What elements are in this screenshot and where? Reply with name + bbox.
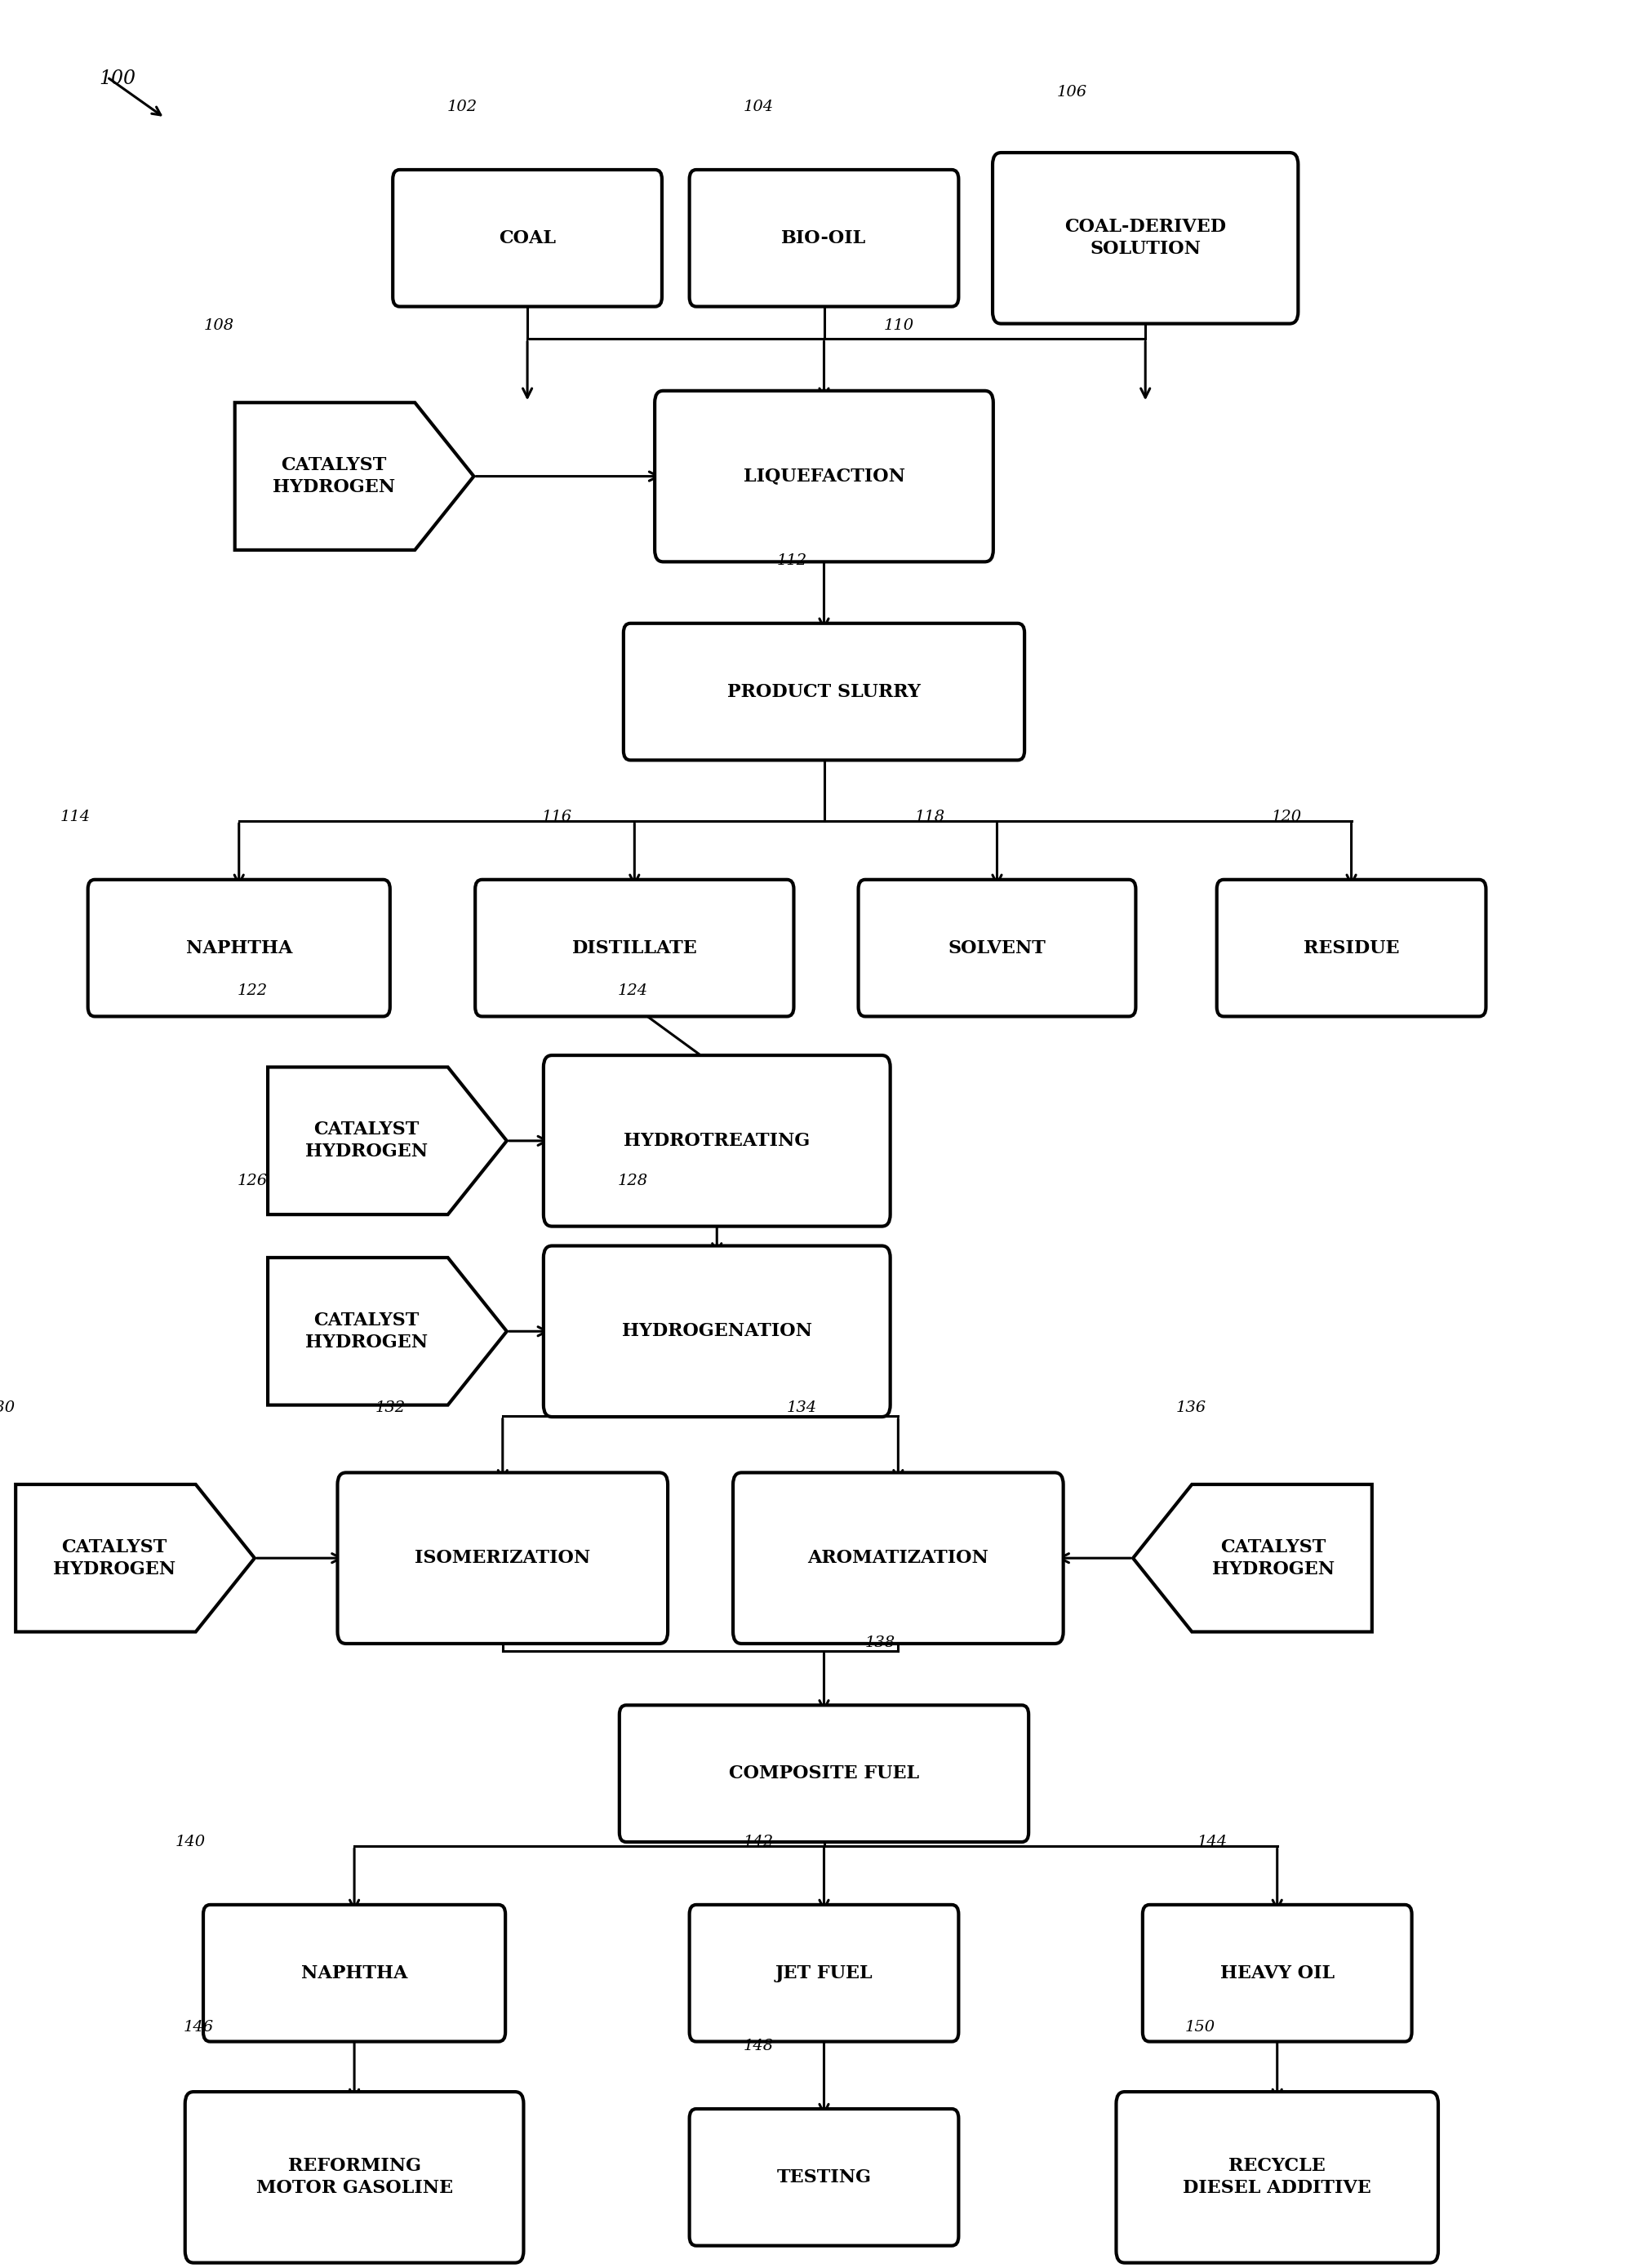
Text: 138: 138	[865, 1635, 895, 1649]
Text: COAL-DERIVED
SOLUTION: COAL-DERIVED SOLUTION	[1065, 218, 1226, 259]
FancyBboxPatch shape	[475, 880, 794, 1016]
Text: 114: 114	[59, 810, 91, 823]
FancyBboxPatch shape	[623, 624, 1025, 760]
Text: HYDROGENATION: HYDROGENATION	[621, 1322, 812, 1340]
Text: RECYCLE
DIESEL ADDITIVE: RECYCLE DIESEL ADDITIVE	[1183, 2157, 1371, 2198]
Text: 104: 104	[743, 100, 775, 113]
Text: COAL: COAL	[499, 229, 555, 247]
Text: 144: 144	[1196, 1835, 1228, 1848]
FancyBboxPatch shape	[689, 1905, 959, 2041]
FancyBboxPatch shape	[992, 152, 1299, 324]
Polygon shape	[267, 1256, 508, 1406]
FancyBboxPatch shape	[733, 1472, 1063, 1644]
Text: 102: 102	[447, 100, 478, 113]
Text: 100: 100	[99, 70, 135, 88]
Text: BIO-OIL: BIO-OIL	[781, 229, 867, 247]
FancyBboxPatch shape	[544, 1245, 890, 1418]
Polygon shape	[1134, 1483, 1373, 1633]
Text: REFORMING
MOTOR GASOLINE: REFORMING MOTOR GASOLINE	[255, 2157, 453, 2198]
FancyBboxPatch shape	[203, 1905, 506, 2041]
Polygon shape	[236, 404, 475, 549]
Text: 126: 126	[237, 1173, 267, 1188]
Text: 140: 140	[175, 1835, 206, 1848]
Text: CATALYST
HYDROGEN: CATALYST HYDROGEN	[305, 1120, 428, 1161]
Text: 136: 136	[1177, 1399, 1206, 1415]
Text: 124: 124	[618, 982, 648, 998]
Text: 132: 132	[376, 1399, 405, 1415]
Text: HEAVY OIL: HEAVY OIL	[1220, 1964, 1335, 1982]
FancyBboxPatch shape	[1116, 2091, 1439, 2263]
FancyBboxPatch shape	[87, 880, 391, 1016]
FancyBboxPatch shape	[1216, 880, 1486, 1016]
Text: RESIDUE: RESIDUE	[1304, 939, 1399, 957]
Text: JET FUEL: JET FUEL	[775, 1964, 873, 1982]
FancyBboxPatch shape	[859, 880, 1135, 1016]
Text: NAPHTHA: NAPHTHA	[302, 1964, 407, 1982]
Text: CATALYST
HYDROGEN: CATALYST HYDROGEN	[272, 456, 396, 497]
Text: PRODUCT SLURRY: PRODUCT SLURRY	[727, 683, 921, 701]
Text: 112: 112	[776, 553, 808, 567]
FancyBboxPatch shape	[689, 170, 959, 306]
Text: CATALYST
HYDROGEN: CATALYST HYDROGEN	[1211, 1538, 1335, 1579]
FancyBboxPatch shape	[620, 1706, 1028, 1842]
Text: 150: 150	[1185, 2019, 1215, 2034]
Polygon shape	[267, 1068, 508, 1216]
FancyBboxPatch shape	[654, 390, 994, 562]
Text: 108: 108	[204, 318, 234, 333]
FancyBboxPatch shape	[1142, 1905, 1412, 2041]
Text: COMPOSITE FUEL: COMPOSITE FUEL	[728, 1765, 920, 1783]
Text: AROMATIZATION: AROMATIZATION	[808, 1549, 989, 1567]
Text: 110: 110	[883, 318, 915, 333]
Text: DISTILLATE: DISTILLATE	[572, 939, 697, 957]
Text: 118: 118	[915, 810, 944, 823]
Text: TESTING: TESTING	[776, 2168, 872, 2186]
FancyBboxPatch shape	[185, 2091, 524, 2263]
Text: 122: 122	[237, 982, 267, 998]
Text: CATALYST
HYDROGEN: CATALYST HYDROGEN	[53, 1538, 176, 1579]
Polygon shape	[16, 1483, 255, 1633]
Text: 148: 148	[743, 2039, 775, 2053]
Text: 146: 146	[183, 2019, 214, 2034]
Text: 128: 128	[618, 1173, 648, 1188]
Text: 116: 116	[542, 810, 572, 823]
Text: CATALYST
HYDROGEN: CATALYST HYDROGEN	[305, 1311, 428, 1352]
FancyBboxPatch shape	[392, 170, 662, 306]
Text: HYDROTREATING: HYDROTREATING	[623, 1132, 811, 1150]
Text: ISOMERIZATION: ISOMERIZATION	[415, 1549, 590, 1567]
Text: 130: 130	[0, 1399, 15, 1415]
Text: LIQUEFACTION: LIQUEFACTION	[743, 467, 905, 485]
Text: 106: 106	[1056, 84, 1088, 100]
FancyBboxPatch shape	[338, 1472, 667, 1644]
Text: 134: 134	[788, 1399, 817, 1415]
Text: NAPHTHA: NAPHTHA	[186, 939, 292, 957]
FancyBboxPatch shape	[689, 2109, 959, 2245]
Text: 142: 142	[743, 1835, 775, 1848]
FancyBboxPatch shape	[544, 1055, 890, 1227]
Text: 120: 120	[1271, 810, 1302, 823]
Text: SOLVENT: SOLVENT	[948, 939, 1046, 957]
